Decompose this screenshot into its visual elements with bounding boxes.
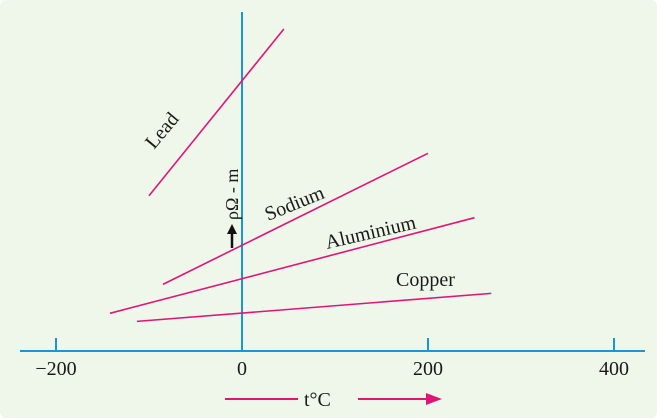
x-tick-label-neg200: −200 (35, 358, 76, 380)
series-label-copper: Copper (396, 269, 455, 291)
x-axis-tick-labels: −200 0 200 400 (35, 358, 629, 380)
x-axis-ticks (55, 338, 615, 351)
series-line-sodium (162, 152, 429, 286)
x-tick-label-0: 0 (237, 358, 247, 380)
x-axis-label-arrow-head (426, 393, 442, 405)
x-tick-label-200: 200 (413, 358, 443, 380)
series-lines (109, 28, 492, 323)
series-line-aluminium (109, 216, 475, 315)
y-axis-label-group: ρΩ - m (222, 169, 242, 248)
x-axis-label: t°C (304, 389, 331, 411)
y-axis-arrow-head (227, 224, 237, 234)
x-tick-label-400: 400 (599, 358, 629, 380)
series-label-aluminium: Aluminium (323, 212, 418, 254)
series-line-copper (136, 292, 492, 323)
y-axis-label: ρΩ - m (222, 169, 242, 220)
series-line-lead (148, 28, 285, 197)
series-label-lead: Lead (141, 108, 184, 153)
